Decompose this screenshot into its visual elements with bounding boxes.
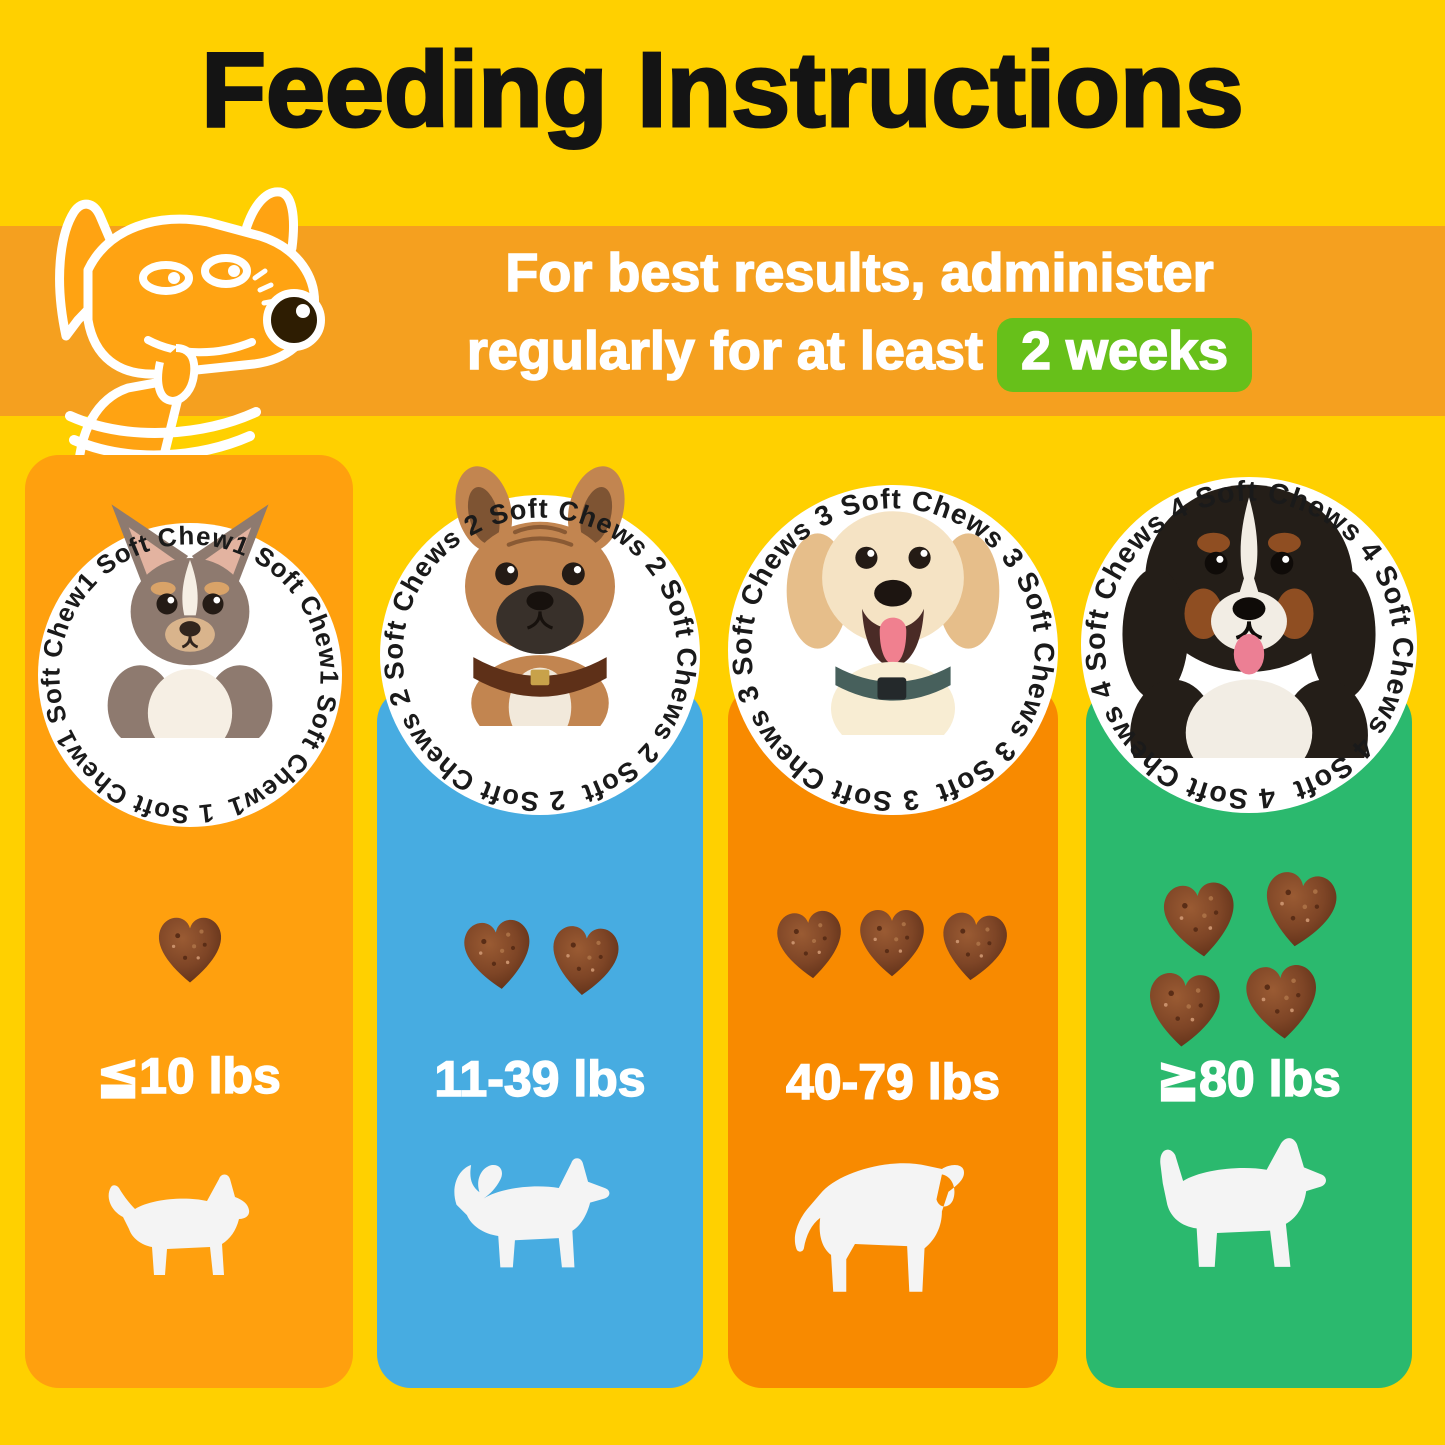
- soft-chew-icon: [549, 924, 621, 998]
- column-small-medium-dog: 2 Soft Chews 2 Soft Chews 2 Soft Chews 2…: [377, 466, 703, 1388]
- column-medium-large-dog: 3 Soft Chews 3 Soft Chews 3 Soft Chews 3…: [728, 485, 1058, 1388]
- small-dog-silhouette-icon: [108, 1174, 250, 1275]
- ring-text-1: 1 Soft Chew1 Soft Chew1 Soft Chew1 Soft …: [38, 523, 342, 827]
- french-bulldog-photo: [455, 466, 625, 726]
- soft-chew-icon: [462, 918, 535, 993]
- dog-photo-circle-2: 2 Soft Chews 2 Soft Chews 2 Soft Chews 2…: [380, 466, 700, 815]
- soft-chew-icon: [158, 917, 222, 983]
- soft-chew-icon: [1260, 869, 1340, 952]
- dog-photo-circle-4: 4 Soft Chews 4 Soft Chews 4 Soft Chews 4…: [1081, 477, 1417, 813]
- banner-text: For best results, administer regularly f…: [290, 234, 1429, 392]
- weight-range-label: ≧80 lbs: [1156, 1050, 1341, 1108]
- column-large-dog: 4 Soft Chews 4 Soft Chews 4 Soft Chews 4…: [1081, 477, 1417, 1388]
- ring-text-2: 2 Soft Chews 2 Soft Chews 2 Soft Chews 2…: [380, 495, 700, 815]
- banner-line1: For best results, administer: [505, 242, 1215, 304]
- svg-text:2 Soft Chews 2 Soft Chews 2 So: 2 Soft Chews 2 Soft Chews 2 Soft Chews 2…: [380, 495, 700, 815]
- soft-chew-icon: [775, 909, 845, 981]
- medium-dog-silhouette-icon: [454, 1158, 610, 1268]
- chihuahua-puppy-photo: [107, 504, 273, 738]
- two-weeks-badge: 2 weeks: [997, 318, 1253, 392]
- golden-retriever-puppy-photo: [786, 511, 1000, 735]
- bernese-mountain-dog-photo: [1122, 484, 1376, 758]
- svg-text:3 Soft Chews 3 Soft Chews 3 So: 3 Soft Chews 3 Soft Chews 3 Soft Chews 3…: [728, 485, 1058, 815]
- svg-text:1 Soft Chew1 Soft Chew1 Soft C: 1 Soft Chew1 Soft Chew1 Soft Chew1 Soft …: [38, 523, 342, 827]
- soft-chew-icon: [938, 910, 1009, 984]
- extra-large-dog-silhouette-icon: [1160, 1138, 1326, 1267]
- ring-text-4: 4 Soft Chews 4 Soft Chews 4 Soft Chews 4…: [1081, 477, 1417, 813]
- column-extra-small-dog: 1 Soft Chew1 Soft Chew1 Soft Chew1 Soft …: [25, 455, 353, 1388]
- soft-chew-icon: [1244, 963, 1320, 1041]
- dog-sketch-icon: [55, 187, 325, 480]
- ring-text-3: 3 Soft Chews 3 Soft Chews 3 Soft Chews 3…: [728, 485, 1058, 815]
- weight-range-label: ≦10 lbs: [96, 1047, 281, 1105]
- page-title: Feeding Instructions: [200, 30, 1245, 151]
- banner: For best results, administer regularly f…: [0, 226, 1445, 416]
- dog-photo-circle-1: 1 Soft Chew1 Soft Chew1 Soft Chew1 Soft …: [38, 504, 342, 827]
- soft-chew-icon: [1146, 971, 1222, 1049]
- dog-photo-circle-3: 3 Soft Chews 3 Soft Chews 3 Soft Chews 3…: [728, 485, 1058, 815]
- large-dog-silhouette-icon: [794, 1163, 964, 1292]
- weight-range-label: 11-39 lbs: [434, 1050, 647, 1108]
- soft-chew-icon: [1161, 880, 1239, 961]
- banner-line2: regularly for at least: [466, 321, 984, 383]
- weight-range-label: 40-79 lbs: [785, 1053, 1001, 1111]
- soft-chew-icon: [860, 910, 924, 977]
- svg-text:4 Soft Chews 4 Soft Chews 4 So: 4 Soft Chews 4 Soft Chews 4 Soft Chews 4…: [1081, 477, 1417, 813]
